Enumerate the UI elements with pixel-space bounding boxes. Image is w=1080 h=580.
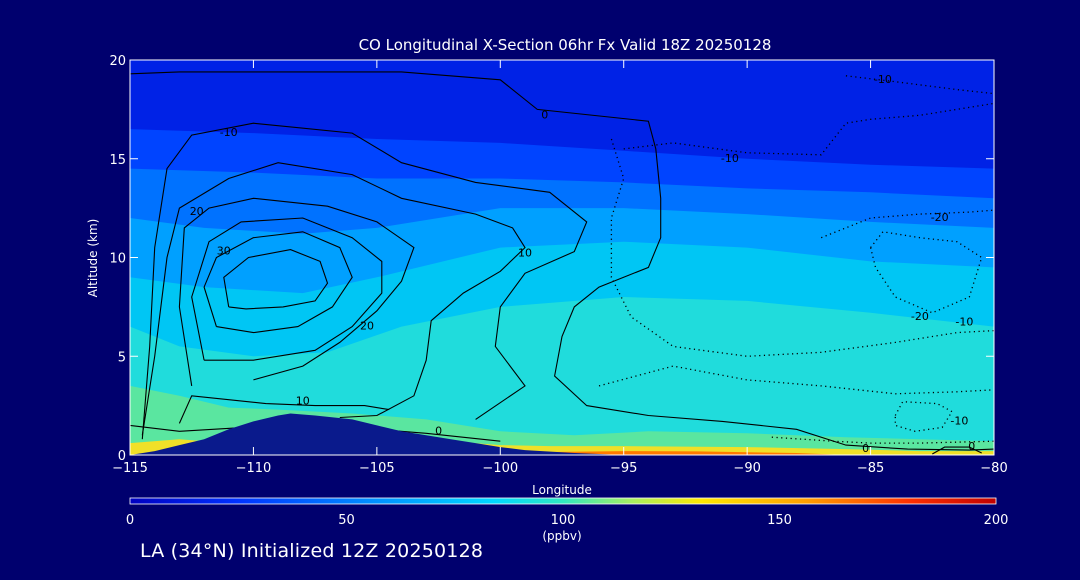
contour-line-8	[223, 249, 329, 310]
contour-label-17: 0	[968, 440, 975, 453]
y-tick-label: 0	[118, 449, 126, 464]
footer-caption: LA (34°N) Initialized 12Z 20250128	[140, 540, 484, 562]
colorbar-unit: (ppbv)	[542, 529, 581, 543]
contour-label-13: -10	[955, 316, 973, 329]
contour-line-12	[869, 231, 983, 314]
contour-label-4: 10	[296, 395, 310, 408]
x-tick-label: −105	[359, 461, 395, 476]
x-axis-label: Longitude	[532, 483, 592, 497]
x-tick-label: −110	[236, 461, 272, 476]
x-tick-label: −100	[482, 461, 518, 476]
contour-line-2	[141, 122, 588, 440]
contour-line-10	[623, 102, 994, 156]
colorbar-tick-label: 50	[338, 513, 355, 528]
axes: −115 −110 −105 −100 −95 −90 −85 −80 0 5 10 15 20	[109, 54, 1007, 476]
contour-label-11: -20	[931, 211, 949, 224]
contour-line-3	[141, 162, 526, 436]
y-axis-label: Altitude (km)	[86, 219, 100, 298]
contour-label-16: 0	[862, 442, 869, 455]
y-tick-label: 10	[109, 252, 126, 267]
y-tick-label: 20	[109, 54, 126, 69]
x-tick-label: −115	[112, 461, 148, 476]
contour-label-0: 0	[541, 108, 548, 121]
x-tick-label: −85	[857, 461, 884, 476]
contour-line-11	[820, 209, 994, 239]
contour-line-9	[845, 75, 994, 95]
contour-lines	[130, 71, 994, 455]
contour-line-17	[932, 446, 982, 455]
colorbar-tick-label: 150	[767, 513, 792, 528]
contour-label-9: -10	[874, 73, 892, 86]
contour-line-15	[598, 365, 994, 395]
contour-line-4	[178, 395, 390, 424]
x-tick-label: −80	[980, 461, 1007, 476]
terrain-profile	[130, 413, 994, 455]
contour-label-5: 20	[190, 205, 204, 218]
contour-label-1: 0	[435, 424, 442, 437]
contour-line-5	[178, 197, 415, 386]
contour-label-10: -10	[721, 152, 739, 165]
x-tick-label: −95	[610, 461, 637, 476]
contour-line-6	[191, 217, 383, 361]
colorbar-tick-label: 200	[984, 513, 1009, 528]
contour-label-7: 30	[217, 245, 231, 258]
chart-title: CO Longitudinal X-Section 06hr Fx Valid …	[359, 36, 772, 54]
colorbar-tick-label: 0	[126, 513, 134, 528]
contour-line-14	[894, 401, 953, 432]
colorbar	[129, 497, 997, 505]
y-tick-label: 15	[109, 153, 126, 168]
contour-label-12: -20	[911, 310, 929, 323]
contour-line-16	[771, 436, 994, 444]
contour-label-3: 10	[518, 247, 532, 260]
contour-line-0	[130, 71, 994, 451]
contour-label-2: -10	[220, 126, 238, 139]
terrain	[130, 413, 994, 455]
colorbar-ticks: 0 50 100 150 200	[126, 513, 1009, 528]
contour-label-6: 20	[360, 320, 374, 333]
y-tick-label: 5	[118, 350, 126, 365]
colorbar-tick-label: 100	[551, 513, 576, 528]
contour-label-14: -10	[950, 414, 968, 427]
contour-line-7	[203, 231, 353, 334]
x-tick-label: −90	[733, 461, 760, 476]
